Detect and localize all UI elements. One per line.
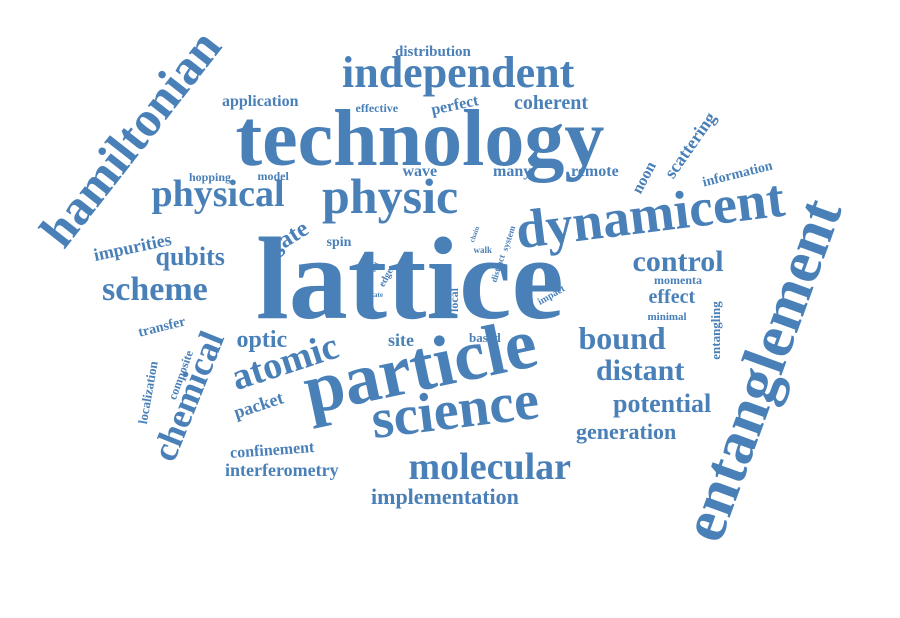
word-interferometry: interferometry xyxy=(225,460,339,480)
word-generation: generation xyxy=(576,419,677,444)
word-based: based xyxy=(469,329,501,345)
word-entangling: entangling xyxy=(707,300,723,360)
word-model: model xyxy=(257,169,289,183)
word-transfer: transfer xyxy=(136,314,188,341)
word-physical: physical xyxy=(151,173,285,215)
word-momenta: momenta xyxy=(654,273,702,287)
word-chemical: chemical xyxy=(143,325,232,467)
word-scheme: scheme xyxy=(102,271,208,308)
word-many: many xyxy=(493,163,532,180)
word-localization: localization xyxy=(134,359,161,425)
word-walk: walk xyxy=(473,244,493,255)
word-distribution: distribution xyxy=(395,43,471,60)
word-spin: spin xyxy=(326,235,352,250)
word-site: site xyxy=(388,330,414,350)
word-coherent: coherent xyxy=(514,92,589,114)
word-implementation: implementation xyxy=(371,484,519,509)
word-hopping: hopping xyxy=(189,170,232,184)
word-technology: technology xyxy=(235,95,605,183)
word-hamiltonian: hamiltonian xyxy=(28,18,232,258)
word-minimal: minimal xyxy=(647,310,687,323)
word-physic: physic xyxy=(322,168,459,224)
word-molecular: molecular xyxy=(408,446,572,488)
word-local: local xyxy=(447,288,461,312)
word-effect: effect xyxy=(648,286,696,308)
word-control: control xyxy=(632,245,724,278)
word-state: state xyxy=(369,290,383,299)
word-qubits: qubits xyxy=(155,242,225,271)
word-application: application xyxy=(222,93,299,110)
word-optic: optic xyxy=(236,327,288,353)
word-lattice: lattice xyxy=(256,213,564,344)
word-wave: wave xyxy=(402,163,438,180)
word-remote: remote xyxy=(571,163,619,180)
word-effective: effective xyxy=(355,101,399,115)
word-independent: independent xyxy=(342,48,575,97)
word-bound: bound xyxy=(578,320,666,356)
word-distant: distant xyxy=(596,354,685,387)
word-potential: potential xyxy=(613,389,712,418)
word-scattering: scattering xyxy=(660,108,720,182)
word-confinement: confinement xyxy=(229,439,315,462)
